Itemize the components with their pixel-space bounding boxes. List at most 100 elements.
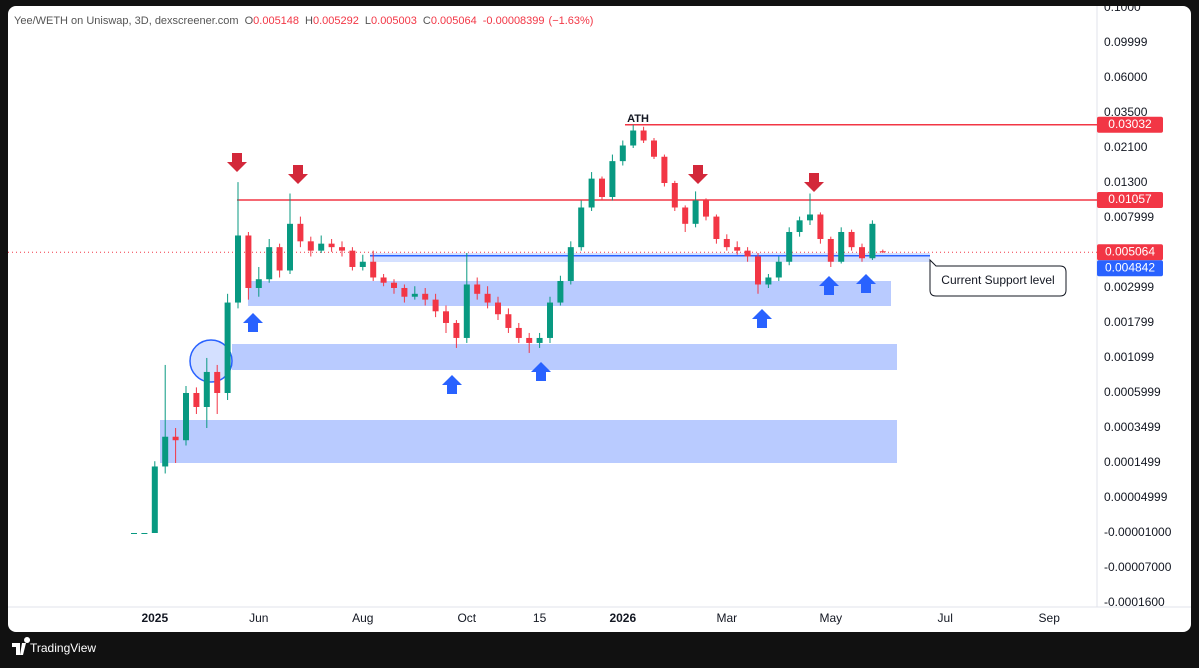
- down-arrow: [227, 153, 247, 172]
- zone: [232, 344, 897, 370]
- candle-body: [349, 250, 356, 267]
- candle-body: [339, 247, 345, 251]
- candle-body: [162, 436, 169, 467]
- up-arrow: [856, 274, 876, 293]
- candle-body: [859, 247, 865, 259]
- price-badge: [1097, 192, 1163, 209]
- candle-body: [141, 533, 148, 534]
- candle-body: [609, 161, 616, 197]
- candle-body: [474, 284, 481, 294]
- candle-body: [630, 130, 637, 146]
- candle-body: [651, 140, 657, 157]
- candle-body: [287, 223, 293, 271]
- ohlc-key: O: [245, 15, 254, 27]
- candle-body: [432, 299, 439, 312]
- footer: TradingView: [12, 637, 96, 655]
- candle-body: [307, 241, 314, 251]
- candle-body: [671, 183, 678, 208]
- ohlc-value: 0.005064: [431, 15, 477, 27]
- plot: Yee/WETH on Uniswap, 3D, dexscreener.com…: [8, 0, 1191, 625]
- up-arrow: [243, 313, 263, 332]
- logo: [12, 637, 31, 655]
- chart-header: Yee/WETH on Uniswap, 3D, dexscreener.com…: [14, 15, 593, 27]
- y-tick-label: 0.03500: [1104, 105, 1148, 119]
- y-tick-label: 0.001799: [1104, 315, 1154, 329]
- candle-body: [786, 231, 793, 262]
- ohlc-key: L: [365, 15, 371, 27]
- candle-body: [235, 235, 241, 303]
- candle-body: [526, 337, 533, 343]
- candle-body: [172, 436, 179, 441]
- y-tick-label: -0.00001000: [1104, 525, 1172, 539]
- candle-body: [869, 223, 876, 259]
- candle-body: [401, 287, 408, 297]
- price-badge: [1097, 260, 1163, 277]
- candle-body: [807, 214, 813, 221]
- candle-body: [411, 293, 418, 297]
- change: -0.00008399: [483, 15, 545, 27]
- price-badge-label: 0.01057: [1108, 192, 1152, 206]
- y-tick-label: 0.02100: [1104, 140, 1148, 154]
- ohlc-value: 0.005148: [253, 15, 299, 27]
- x-tick-label: 2025: [141, 611, 168, 625]
- candle-body: [245, 235, 252, 288]
- candle-body: [505, 314, 512, 328]
- x-tick-label: 2026: [609, 611, 636, 625]
- candle-body: [255, 279, 262, 288]
- y-tick-label: 0.001099: [1104, 350, 1154, 364]
- up-arrow: [531, 362, 551, 381]
- candle-body: [744, 250, 751, 257]
- candle-body: [775, 261, 782, 278]
- candle-body: [297, 223, 304, 242]
- candle-body: [422, 293, 429, 300]
- y-tick-label: -0.00007000: [1104, 560, 1172, 574]
- candle-body: [463, 284, 470, 338]
- up-arrow: [752, 309, 772, 328]
- y-tick-label: 0.09999: [1104, 35, 1148, 49]
- candle-body: [838, 231, 845, 262]
- panel: [8, 6, 1191, 632]
- callout-box: [929, 258, 1067, 297]
- candle-body: [734, 247, 741, 251]
- candle-body: [391, 282, 397, 288]
- y-tick-label: -0.0001600: [1104, 595, 1165, 609]
- candle-body: [723, 238, 730, 248]
- x-tick-label: Sep: [1039, 611, 1061, 625]
- ohlc-value: 0.005292: [313, 15, 359, 27]
- x-tick-label: Oct: [457, 611, 476, 625]
- candle-body: [827, 238, 834, 262]
- candle-body: [183, 392, 189, 441]
- y-tick-label: 0.1000: [1104, 0, 1141, 14]
- candle-body: [713, 216, 720, 239]
- support-band: [370, 253, 930, 262]
- candle-body: [640, 130, 647, 141]
- candle-body: [131, 533, 137, 534]
- candle-body: [755, 256, 761, 285]
- candle-body: [661, 156, 668, 183]
- candle-body: [547, 302, 553, 338]
- zone: [248, 281, 891, 306]
- y-tick-label: 0.0001499: [1104, 455, 1161, 469]
- candle-body: [599, 178, 605, 197]
- candle-body: [817, 214, 824, 239]
- symbol: Yee/WETH on Uniswap, 3D, dexscreener.com: [14, 15, 239, 27]
- candle-body: [578, 207, 585, 248]
- candle-body: [380, 277, 387, 283]
- down-arrow: [804, 173, 824, 192]
- candle-body: [557, 280, 564, 303]
- candle-body: [370, 261, 377, 278]
- candle-body: [318, 243, 325, 251]
- candle-body: [682, 207, 689, 224]
- price-badge-label: 0.004842: [1105, 260, 1155, 274]
- callout-text: Current Support level: [941, 273, 1054, 287]
- candle-body: [703, 200, 709, 217]
- down-arrow: [288, 165, 308, 184]
- ohlc-key: H: [305, 15, 313, 27]
- price-badge-label: 0.005064: [1105, 244, 1155, 258]
- candle-body: [484, 293, 491, 303]
- x-tick-label: May: [819, 611, 842, 625]
- zone: [160, 420, 897, 463]
- candle-body: [193, 392, 200, 407]
- candle-body: [619, 145, 626, 162]
